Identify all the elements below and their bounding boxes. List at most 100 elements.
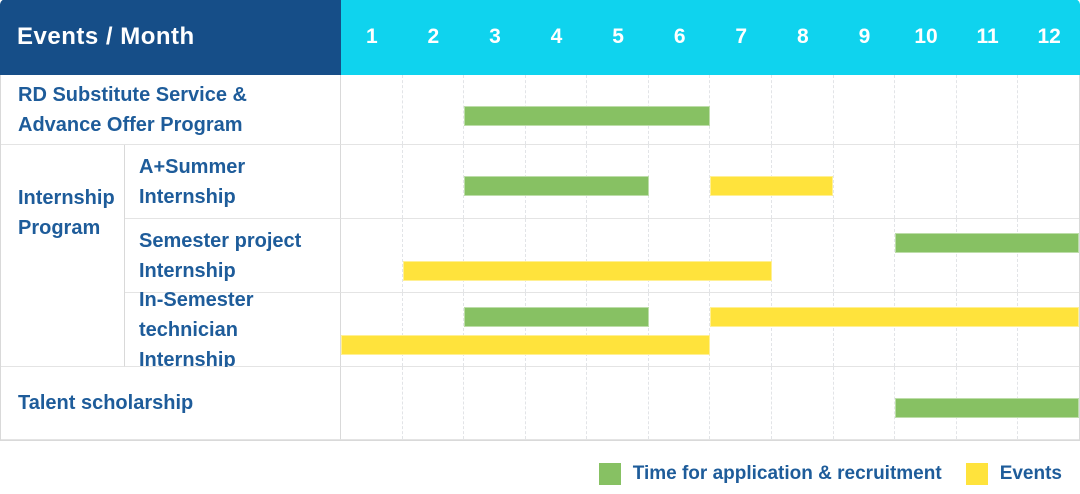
month-gridline-column (1017, 75, 1079, 144)
gantt-bar-green (894, 398, 1079, 418)
month-gridline-column (647, 293, 710, 366)
group-label-internship-program: Internship Program (1, 145, 125, 367)
month-gridline-column (709, 75, 771, 144)
month-gridline-column (709, 145, 771, 218)
month-gridline-column (463, 145, 525, 218)
legend: Time for application & recruitment Event… (598, 463, 1062, 485)
month-gridline-column (524, 367, 587, 439)
month-gridline-column (401, 293, 464, 366)
row-label-text: Talent scholarship (18, 392, 194, 414)
row-label-rd-substitute: RD Substitute Service & Advance Offer Pr… (1, 75, 341, 145)
month-gridline-column (463, 219, 525, 292)
chart-row-semester-project-internship (341, 219, 1079, 293)
month-label: 3 (489, 25, 501, 48)
month-gridline-column (709, 293, 771, 366)
month-gridlines (341, 75, 1079, 144)
page-title: Events / Month (17, 23, 195, 50)
gantt-bar-yellow (402, 261, 772, 281)
legend-green-swatch-icon (598, 463, 621, 485)
legend-label-application-recruitment: Time for application & recruitment (632, 463, 942, 484)
chart-row-a-summer-internship (341, 145, 1079, 219)
month-gridline-column (586, 293, 648, 366)
month-label: 8 (796, 25, 809, 48)
month-gridline-column (1017, 219, 1079, 292)
month-gridline-column (647, 145, 710, 218)
gantt-bar-green (464, 106, 710, 126)
month-gridline-column (341, 145, 402, 218)
group-label-text: Internship Program (18, 187, 115, 239)
month-label: 7 (735, 25, 748, 48)
month-gridline-column (341, 75, 402, 144)
month-gridline-column (401, 367, 464, 439)
month-gridline-column (401, 145, 464, 218)
month-gridline-column (894, 75, 956, 144)
month-gridline-column (524, 293, 587, 366)
month-gridline-column (463, 293, 525, 366)
row-label-text: Semester project Internship (139, 229, 302, 282)
month-gridline-column (832, 75, 895, 144)
table-header-title-cell: Events / Month (0, 0, 341, 75)
row-label-in-semester-technician-internship: In-Semester technician Internship (125, 289, 341, 371)
month-gridline-column (771, 75, 833, 144)
gantt-bar-green (894, 233, 1079, 253)
month-gridline-column (647, 219, 710, 292)
month-label: 9 (858, 25, 871, 48)
month-gridline-column (771, 367, 833, 439)
month-gridline-column (955, 219, 1018, 292)
month-label: 10 (914, 25, 938, 48)
month-gridline-column (463, 367, 525, 439)
schedule-table: Events / Month 1 2 3 4 5 6 7 8 9 10 11 12 RD Substi… (0, 0, 1080, 441)
month-gridline-column (771, 293, 833, 366)
month-gridline-column (832, 145, 895, 218)
month-gridline-column (709, 367, 771, 439)
month-gridline-column (771, 219, 833, 292)
month-label: 5 (612, 25, 624, 48)
month-label: 11 (976, 25, 999, 48)
month-gridline-column (341, 293, 402, 366)
gantt-bar-green (464, 176, 649, 196)
row-label-text: A+Summer Internship (139, 155, 246, 208)
month-header-row: 1 2 3 4 5 6 7 8 9 10 11 12 (341, 0, 1080, 75)
month-gridlines (341, 219, 1079, 292)
row-label-text: RD Substitute Service & Advance Offer Pr… (18, 83, 247, 136)
chart-row-talent-scholarship (341, 367, 1079, 440)
month-gridline-column (832, 367, 895, 439)
month-gridline-column (955, 293, 1018, 366)
month-gridline-column (955, 75, 1018, 144)
row-label-text: In-Semester technician Internship (139, 288, 254, 371)
month-gridline-column (401, 75, 464, 144)
month-label: 1 (365, 25, 378, 48)
month-gridline-column (894, 219, 956, 292)
legend-yellow-swatch-icon (965, 463, 988, 485)
month-gridlines (341, 293, 1079, 366)
chart-row-rd-substitute (341, 75, 1079, 145)
month-gridline-column (524, 219, 587, 292)
month-gridline-column (894, 293, 956, 366)
month-gridline-column (341, 367, 402, 439)
month-gridline-column (832, 219, 895, 292)
month-label: 2 (427, 25, 440, 48)
month-gridline-column (401, 219, 464, 292)
gantt-bar-yellow (710, 307, 1079, 327)
month-label: 4 (550, 25, 563, 48)
month-label: 12 (1037, 25, 1061, 48)
legend-label-events: Events (999, 463, 1062, 484)
month-gridline-column (1017, 293, 1079, 366)
month-gridline-column (586, 367, 648, 439)
month-gridline-column (709, 219, 771, 292)
month-gridline-column (341, 219, 402, 292)
month-gridline-column (586, 219, 648, 292)
month-gridline-column (832, 293, 895, 366)
month-gridline-column (894, 145, 956, 218)
month-gridline-column (1017, 145, 1079, 218)
month-label: 6 (673, 25, 686, 48)
gantt-bar-yellow (341, 335, 710, 355)
gantt-bar-yellow (710, 176, 833, 196)
row-label-talent-scholarship: Talent scholarship (1, 367, 341, 440)
month-gridline-column (647, 367, 710, 439)
month-gridline-column (955, 145, 1018, 218)
row-label-a-summer-internship: A+Summer Internship (125, 145, 341, 219)
row-label-semester-project-internship: Semester project Internship (125, 219, 341, 293)
month-gridline-column (463, 75, 525, 144)
